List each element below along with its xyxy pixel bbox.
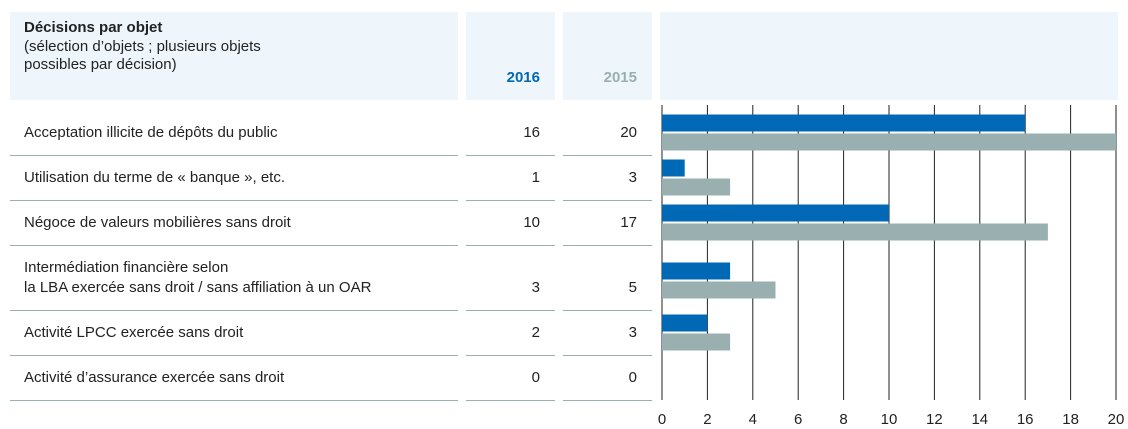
row-separator — [563, 155, 652, 156]
x-tick-label: 12 — [926, 411, 943, 428]
value-cell: 3 — [531, 278, 540, 296]
value-cell: 3 — [628, 168, 637, 186]
row-separator — [10, 245, 458, 246]
x-tick-label: 10 — [881, 411, 898, 428]
value-cell: 5 — [628, 278, 637, 296]
bar — [662, 133, 1116, 151]
category-label: Négoce de valeurs mobilières sans droit — [24, 213, 291, 231]
header-box — [466, 12, 555, 100]
row-separator — [10, 355, 458, 356]
row-separator — [466, 355, 555, 356]
header-box — [563, 12, 652, 100]
bar — [662, 262, 731, 280]
bar — [662, 204, 889, 222]
row-separator — [563, 400, 652, 401]
x-tick-label: 6 — [794, 411, 802, 428]
row-separator — [563, 355, 652, 356]
value-cell: 0 — [628, 368, 637, 386]
value-cell: 0 — [531, 368, 540, 386]
row-separator — [563, 200, 652, 201]
row-separator — [466, 400, 555, 401]
header-box — [660, 12, 1118, 100]
value-cell: 3 — [628, 323, 637, 341]
category-label: Activité LPCC exercée sans droit — [24, 323, 244, 341]
row-separator — [10, 400, 458, 401]
row-separator — [563, 245, 652, 246]
category-label: Intermédiation financière selon la LBA e… — [24, 258, 372, 296]
x-tick-label: 0 — [658, 411, 666, 428]
row-separator — [10, 200, 458, 201]
row-separator — [466, 155, 555, 156]
category-label: Utilisation du terme de « banque », etc. — [24, 168, 285, 186]
x-tick-label: 4 — [749, 411, 757, 428]
row-separator — [10, 155, 458, 156]
row-separator — [466, 310, 555, 311]
bar — [662, 223, 1048, 241]
value-cell: 10 — [523, 213, 540, 231]
bar — [662, 178, 731, 196]
bar — [662, 281, 776, 299]
bar — [662, 159, 685, 177]
series-label: 2015 — [603, 69, 637, 86]
bar — [662, 333, 731, 351]
bar — [662, 314, 708, 332]
value-cell: 17 — [620, 213, 637, 231]
x-tick-label: 8 — [839, 411, 847, 428]
category-label: Acceptation illicite de dépôts du public — [24, 123, 278, 141]
row-separator — [466, 200, 555, 201]
x-tick-label: 16 — [1017, 411, 1034, 428]
header-box — [10, 12, 458, 100]
x-tick-label: 20 — [1108, 411, 1125, 428]
value-cell: 2 — [531, 323, 540, 341]
x-tick-label: 2 — [703, 411, 711, 428]
title: Décisions par objet — [24, 19, 163, 36]
subtitle: (sélection d’objets ; plusieurs objets p… — [24, 38, 261, 73]
x-tick-label: 14 — [971, 411, 988, 428]
x-tick-label: 18 — [1062, 411, 1079, 428]
bar — [662, 114, 1026, 132]
row-separator — [10, 310, 458, 311]
category-label: Activité d’assurance exercée sans droit — [24, 368, 285, 386]
row-separator — [563, 310, 652, 311]
value-cell: 16 — [523, 123, 540, 141]
series-label: 2016 — [506, 69, 540, 86]
value-cell: 20 — [620, 123, 637, 141]
row-separator — [466, 245, 555, 246]
value-cell: 1 — [531, 168, 540, 186]
